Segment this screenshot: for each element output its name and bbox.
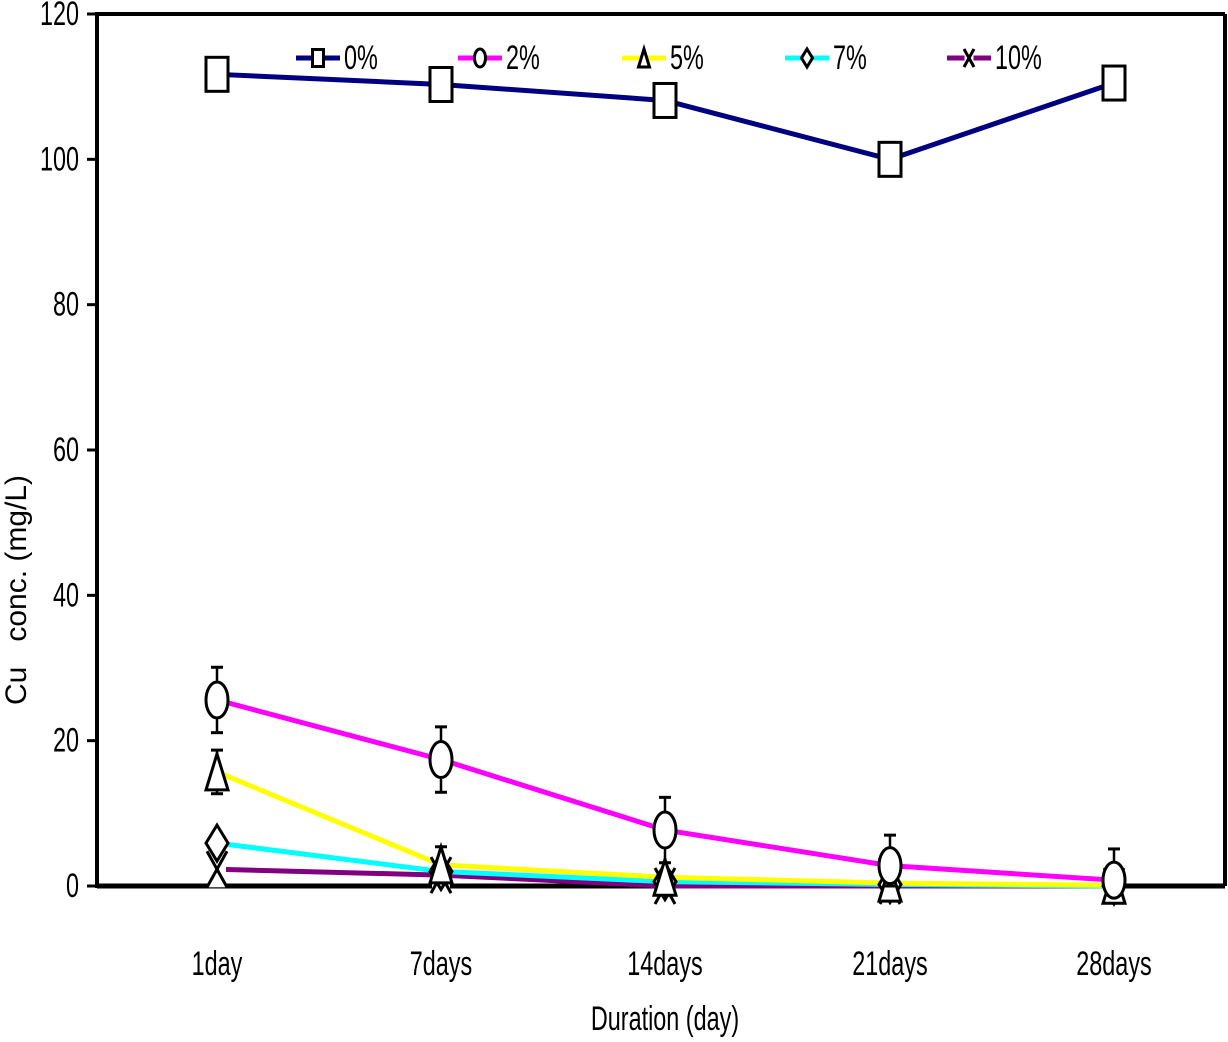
legend-label: 2% bbox=[506, 39, 540, 78]
x-tick-label: 1day bbox=[192, 945, 243, 984]
legend-label: 0% bbox=[344, 39, 378, 78]
triangle-marker bbox=[203, 748, 231, 792]
square-marker bbox=[1101, 64, 1127, 102]
square-marker bbox=[877, 140, 903, 178]
x-tick-label: 14days bbox=[627, 945, 702, 984]
legend-label: 10% bbox=[995, 39, 1042, 78]
triangle-marker bbox=[636, 43, 652, 69]
circle-marker bbox=[473, 47, 487, 69]
legend-item-2pct: 2% bbox=[458, 39, 540, 78]
x-marker bbox=[205, 850, 229, 889]
y-tick-label: 0 bbox=[66, 867, 79, 906]
circle-marker bbox=[204, 680, 230, 720]
legend-label: 7% bbox=[833, 39, 867, 78]
circle-marker bbox=[877, 846, 903, 886]
circle-marker bbox=[1101, 860, 1127, 900]
y-tick-label: 80 bbox=[53, 285, 79, 324]
square-marker bbox=[652, 81, 678, 119]
circle-marker bbox=[652, 810, 678, 850]
y-axis-title: Cu conc. (mg/L) bbox=[0, 475, 33, 705]
square-marker bbox=[204, 55, 230, 93]
x-marker-stroke bbox=[205, 850, 229, 889]
diamond-marker bbox=[799, 46, 815, 70]
y-tick-label: 60 bbox=[53, 431, 79, 470]
triangle-marker bbox=[651, 854, 679, 897]
x-tick-label: 21days bbox=[852, 945, 927, 984]
x-axis: 1day 7days 14days 21days 28days bbox=[192, 945, 1152, 984]
triangle-marker bbox=[427, 841, 455, 885]
x-tick-label: 7days bbox=[410, 945, 472, 984]
x-marker-stroke bbox=[962, 48, 976, 68]
legend-item-10pct: 10% bbox=[947, 39, 1042, 78]
x-axis-title: Duration (day) bbox=[591, 1000, 739, 1039]
plot-frame bbox=[95, 12, 1227, 889]
y-tick-label: 120 bbox=[40, 0, 79, 33]
legend-item-5pct: 5% bbox=[622, 39, 704, 78]
square-marker bbox=[311, 48, 325, 68]
series-layer bbox=[203, 55, 1128, 907]
square-marker bbox=[428, 65, 454, 103]
y-tick-label: 100 bbox=[40, 140, 79, 179]
x-tick-label: 28days bbox=[1076, 945, 1151, 984]
circle-marker bbox=[428, 740, 454, 780]
legend-label: 5% bbox=[670, 39, 704, 78]
legend: 0% 2% 5% 7% 10% bbox=[296, 39, 1042, 78]
legend-item-7pct: 7% bbox=[785, 39, 867, 78]
series-markers-2pct bbox=[204, 665, 1127, 900]
y-tick-label: 20 bbox=[53, 721, 79, 760]
series-markers-0pct bbox=[204, 55, 1127, 178]
x-marker bbox=[962, 48, 976, 68]
diamond-marker bbox=[204, 822, 230, 865]
y-axis: 0 20 40 60 80 100 120 bbox=[40, 0, 97, 905]
y-tick-label: 40 bbox=[53, 576, 79, 615]
legend-item-0pct: 0% bbox=[296, 39, 378, 78]
